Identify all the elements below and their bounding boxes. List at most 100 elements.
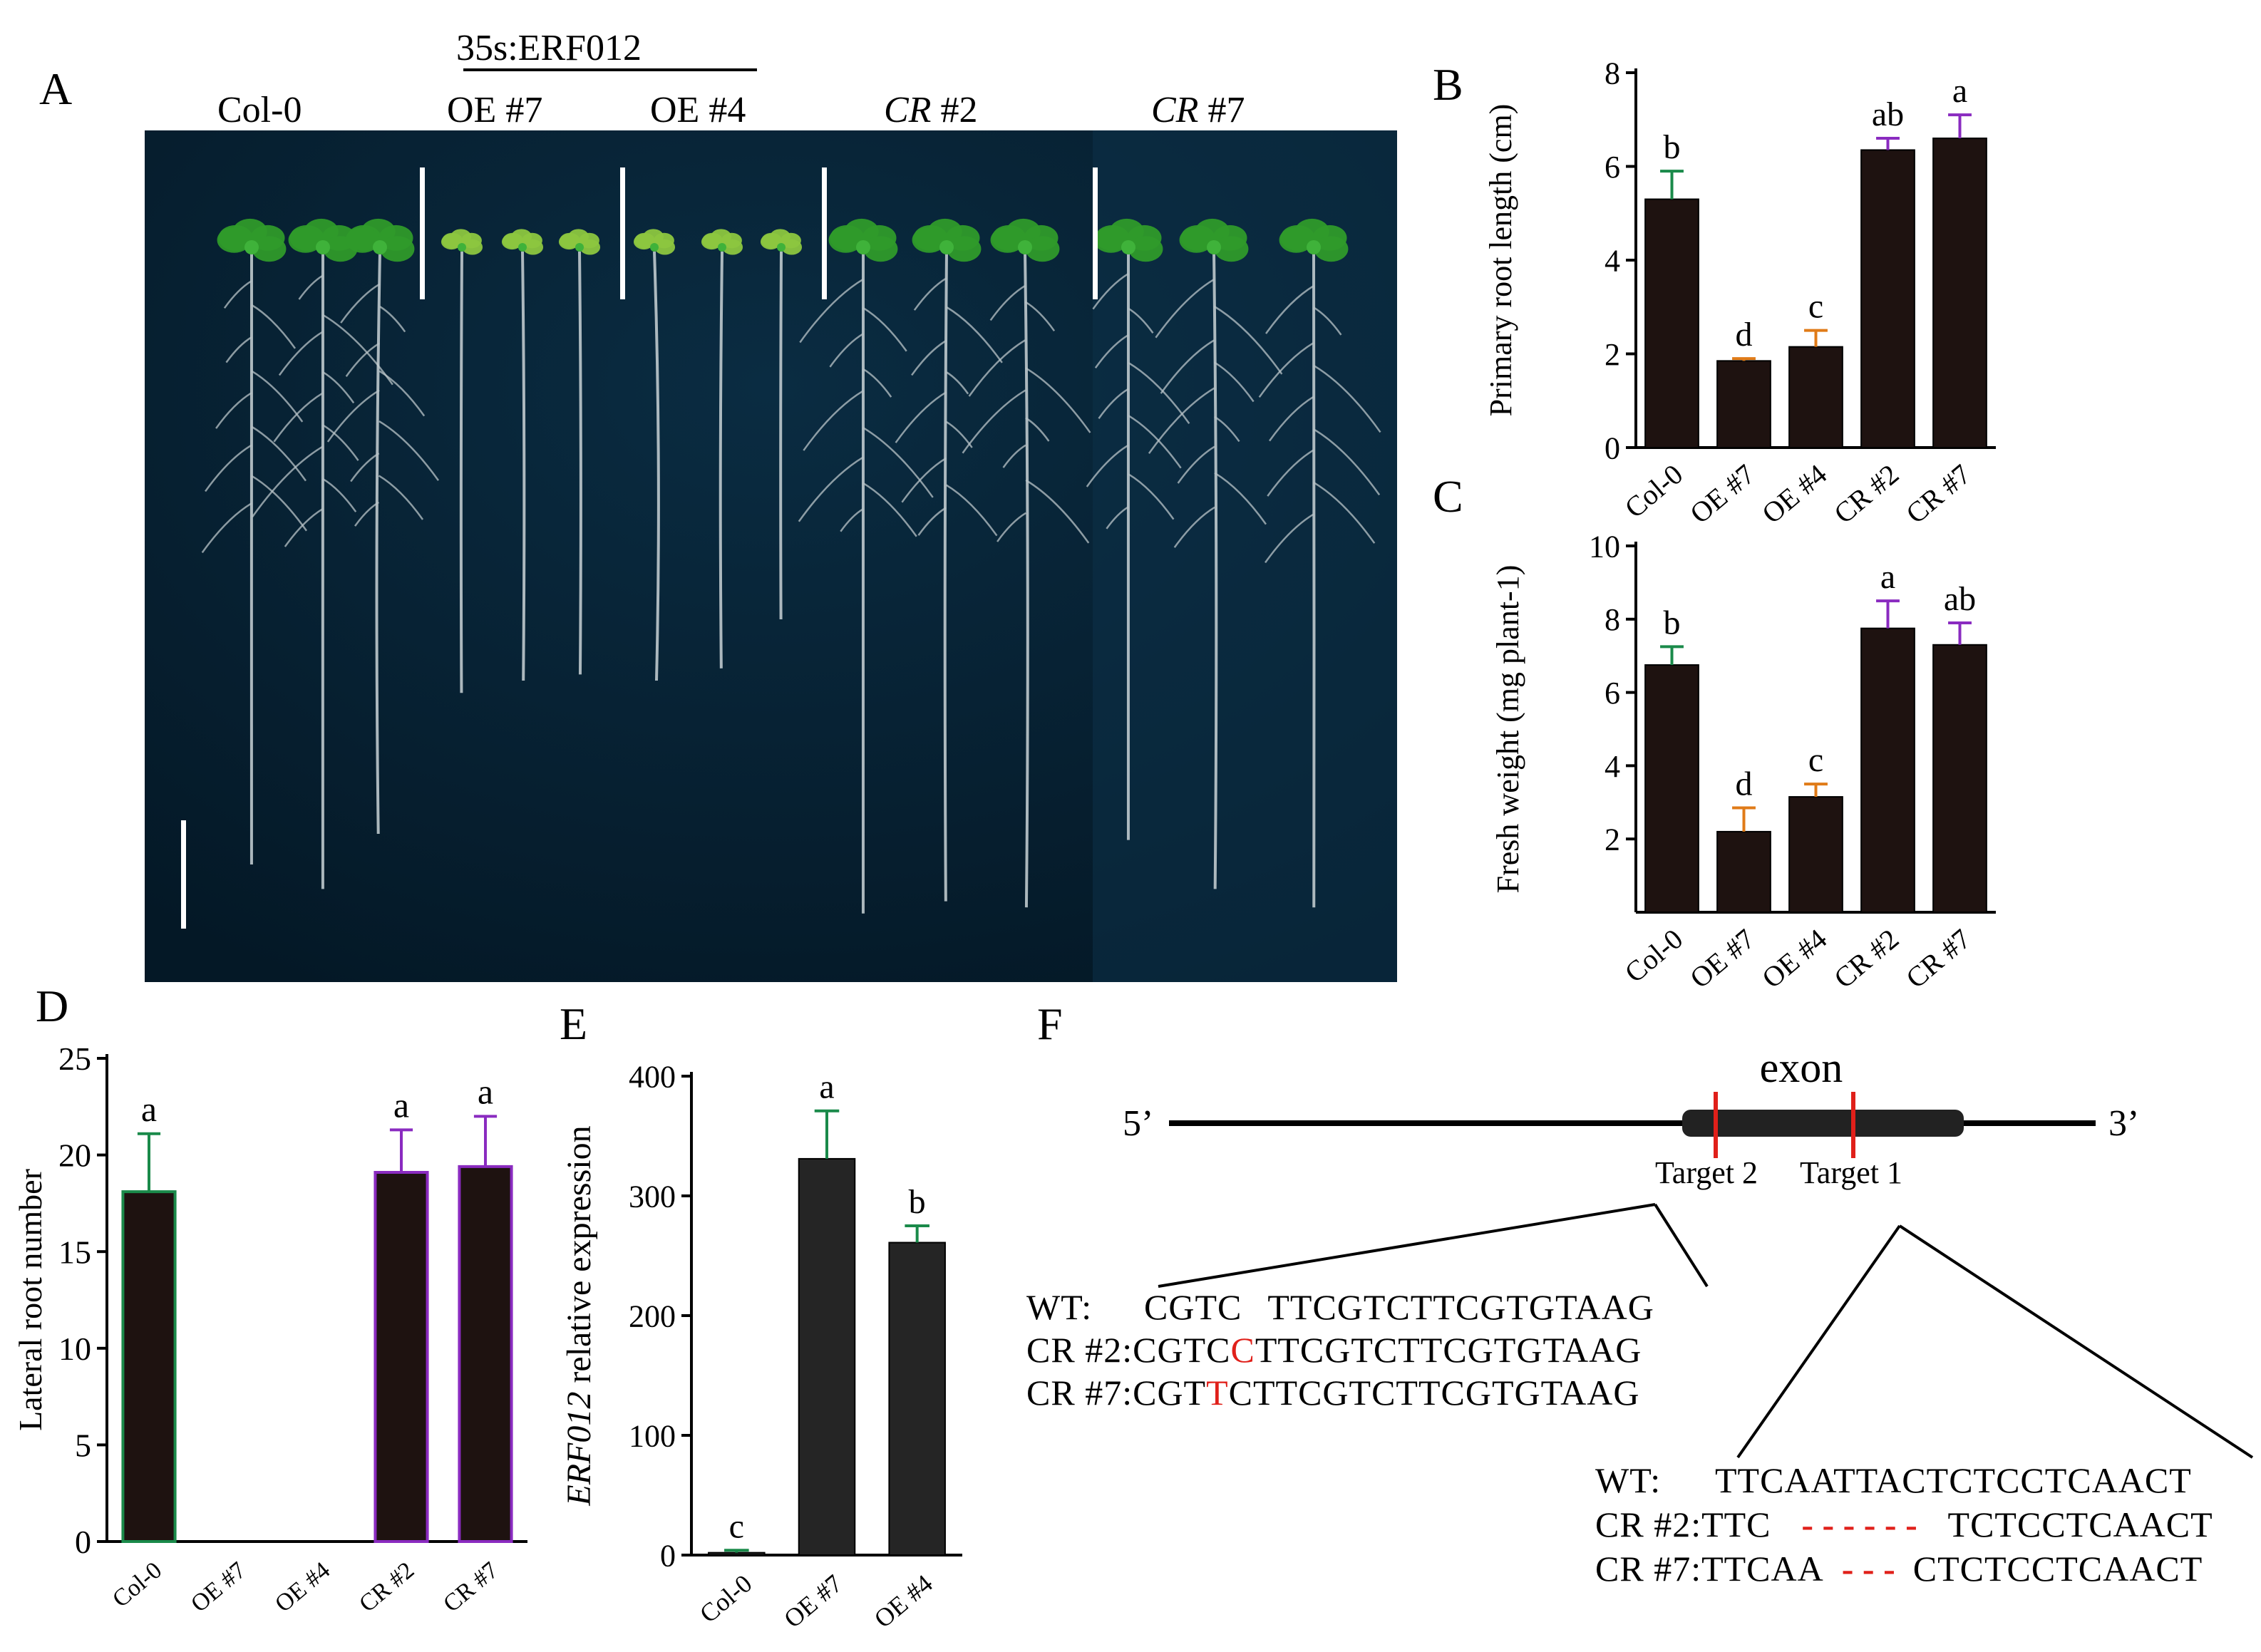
significance-letter: d xyxy=(1736,765,1753,803)
lateral-root xyxy=(1267,449,1314,497)
gene-diagram: exon 5’ 3’ Target 2 Target 1 xyxy=(1123,1044,2254,1459)
bar-cr7 xyxy=(1932,644,1987,913)
bar-cr2 xyxy=(1860,627,1915,913)
category-label: CR #7 xyxy=(1900,458,1977,530)
chart-d-marks: 0 5 10 15 20 25 Lateral root number a Col-0 OE #7… xyxy=(14,1041,527,1618)
lateral-root xyxy=(1128,414,1182,469)
lateral-root xyxy=(205,444,252,492)
five-prime-label: 5’ xyxy=(1123,1103,1153,1144)
primary-root xyxy=(459,251,463,693)
leaf xyxy=(990,227,1025,253)
panel-b-letter: B xyxy=(1433,59,1463,110)
lateral-root xyxy=(1086,444,1129,487)
lateral-root xyxy=(1128,307,1154,334)
seq-right-cr2: CR #2:TTC - - - - - - TCTCCTCAACT xyxy=(1595,1504,2213,1544)
separator-line-2 xyxy=(620,167,625,299)
leaf xyxy=(912,227,947,253)
significance-letter: a xyxy=(141,1089,157,1129)
primary-root xyxy=(521,251,526,681)
lateral-root xyxy=(298,274,324,300)
leaf xyxy=(217,227,252,253)
y-tick-label: 8 xyxy=(1605,602,1620,637)
lateral-root xyxy=(1092,272,1129,310)
lateral-root xyxy=(322,477,357,512)
primary-root xyxy=(578,251,582,675)
leaf xyxy=(252,236,287,262)
exon-label: exon xyxy=(1760,1044,1843,1091)
lateral-root xyxy=(340,283,381,324)
lateral-root xyxy=(1173,506,1215,548)
seq-left-cr2: CR #2:CGTCCTTCGTCTTCGTGTAAG xyxy=(1026,1330,1642,1370)
y-axis-label: Primary root length (cm) xyxy=(1483,104,1518,417)
category-label: OE #7 xyxy=(1684,458,1761,530)
lateral-root xyxy=(862,427,934,498)
seedling-center xyxy=(1307,240,1321,254)
category-label: CR #7 xyxy=(438,1557,503,1618)
lateral-root xyxy=(273,392,324,443)
seedling-center xyxy=(1018,240,1032,254)
panel-e-letter: E xyxy=(560,998,588,1049)
lateral-root xyxy=(1025,417,1050,442)
lateral-root xyxy=(350,452,380,482)
exon-box xyxy=(1682,1110,1964,1137)
y-tick-label: 6 xyxy=(1605,676,1620,711)
primary-root xyxy=(719,251,723,668)
panel-f-letter: F xyxy=(1037,998,1063,1049)
zoom-line-left-2 xyxy=(1654,1203,1709,1288)
primary-root xyxy=(653,251,660,681)
leaf xyxy=(1279,227,1314,253)
leaf xyxy=(701,234,722,250)
panel-c-letter: C xyxy=(1433,471,1463,522)
lateral-root xyxy=(946,306,1003,363)
lateral-root xyxy=(803,390,864,451)
significance-letter: ab xyxy=(1872,95,1904,133)
scale-bar xyxy=(181,820,186,929)
lateral-root xyxy=(1213,305,1283,375)
lateral-root xyxy=(996,512,1026,542)
primary-root xyxy=(1212,251,1218,889)
lateral-root xyxy=(913,277,947,311)
seedling-center xyxy=(650,243,659,252)
leaf xyxy=(1214,236,1249,262)
lateral-root xyxy=(1177,445,1215,484)
y-tick-label: 15 xyxy=(58,1234,91,1270)
category-label: OE #4 xyxy=(1756,458,1833,530)
lateral-root xyxy=(326,389,380,443)
chart-b-marks: 0 2 4 6 8 Primary root length (cm) b Col-0 d OE #… xyxy=(1483,56,1996,530)
leaf xyxy=(1314,236,1349,262)
bar-cr7 xyxy=(1932,138,1987,449)
category-label: Col-0 xyxy=(694,1569,758,1628)
bar-oe7 xyxy=(798,1157,856,1557)
primary-root xyxy=(375,251,381,835)
leaf xyxy=(722,239,743,255)
lateral-root xyxy=(989,284,1026,321)
seedling-center xyxy=(575,243,584,252)
significance-letter: a xyxy=(1952,72,1967,110)
lateral-root xyxy=(1265,285,1314,334)
lateral-root xyxy=(1094,334,1129,368)
significance-letter: a xyxy=(819,1068,834,1106)
three-prime-label: 3’ xyxy=(2108,1103,2139,1144)
seedling-center xyxy=(777,243,786,252)
category-label: OE #7 xyxy=(778,1569,848,1633)
y-tick-label: 20 xyxy=(58,1137,91,1174)
lateral-root xyxy=(862,306,907,352)
significance-letter: b xyxy=(1664,128,1681,166)
y-tick-label: 2 xyxy=(1605,337,1620,372)
lateral-root xyxy=(251,475,308,532)
seedling-plate-drawing xyxy=(145,130,1397,982)
lateral-root xyxy=(862,368,892,398)
lateral-root xyxy=(345,342,381,377)
leaf xyxy=(580,239,601,255)
significance-letter: d xyxy=(1736,316,1753,353)
lateral-root xyxy=(1025,479,1090,544)
significance-letter: a xyxy=(393,1085,409,1125)
significance-letter: a xyxy=(1880,558,1895,596)
bar-col-0 xyxy=(121,1190,177,1544)
seedling-center xyxy=(373,240,387,254)
seedling-center xyxy=(939,240,954,254)
category-label: Col-0 xyxy=(108,1557,167,1613)
y-tick-label: 100 xyxy=(629,1418,676,1453)
seq-right-wt: WT: TTCAATTACTCTCCTCAACT xyxy=(1595,1460,2192,1500)
leaf xyxy=(441,234,462,250)
